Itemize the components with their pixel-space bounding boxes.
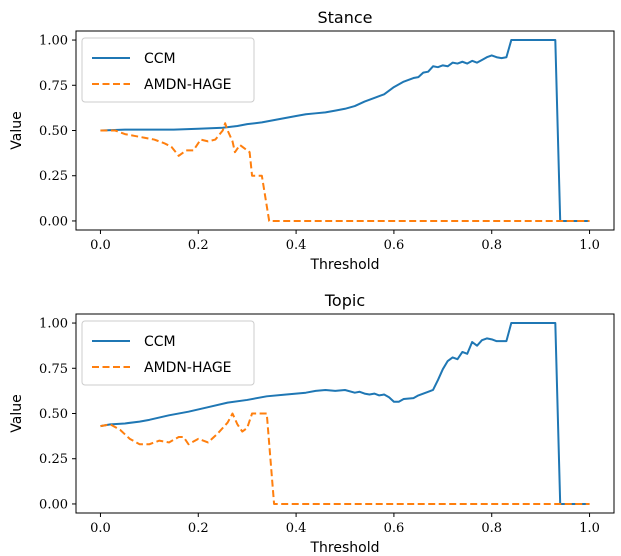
x-tick-label: 0.2 [188, 238, 209, 253]
y-tick-label: 0.25 [39, 452, 68, 467]
legend-label: AMDN-HAGE [144, 360, 232, 376]
chart-stance-panel: Stance 0.0 0.2 0.4 0.6 0.8 1.0 0.00 0.25 0.50 0.75… [9, 8, 615, 273]
x-tick-label: 0.4 [286, 238, 307, 253]
x-tick-label: 0.0 [90, 238, 111, 253]
legend-label: CCM [144, 51, 176, 67]
legend: CCM AMDN-HAGE [81, 37, 255, 103]
y-tick-label: 0.25 [39, 169, 68, 184]
y-tick-label: 0.75 [39, 79, 68, 94]
x-tick-label: 1.0 [579, 238, 600, 253]
legend-label: CCM [144, 334, 176, 350]
y-axis-label: Value [9, 394, 25, 432]
y-tick-label: 1.00 [39, 317, 68, 332]
x-tick-label: 0.2 [188, 521, 209, 536]
legend-box [81, 37, 255, 103]
legend-box [81, 320, 255, 386]
y-tick-label: 0.00 [39, 497, 68, 512]
y-tick-label: 0.50 [39, 407, 68, 422]
x-tick-label: 0.8 [481, 238, 502, 253]
chart-title: Topic [324, 291, 365, 310]
x-tick-label: 0.6 [384, 238, 405, 253]
legend-label: AMDN-HAGE [144, 77, 232, 93]
y-tick-label: 0.50 [39, 124, 68, 139]
x-axis-label: Threshold [310, 540, 380, 556]
chart-title: Stance [317, 8, 372, 27]
x-tick-label: 0.4 [286, 521, 307, 536]
x-tick-label: 0.0 [90, 521, 111, 536]
x-tick-label: 1.0 [579, 521, 600, 536]
x-tick-label: 0.8 [481, 521, 502, 536]
x-tick-label: 0.6 [384, 521, 405, 536]
chart-topic-panel: Topic 0.0 0.2 0.4 0.6 0.8 1.0 0.00 0.25 0.50 0.75 1… [9, 291, 615, 556]
series-line-ccm [100, 322, 590, 505]
series-line-amdn-hage [100, 122, 590, 222]
y-tick-label: 0.00 [39, 214, 68, 229]
legend: CCM AMDN-HAGE [81, 320, 255, 386]
y-tick-label: 0.75 [39, 362, 68, 377]
series-line-ccm [100, 39, 590, 222]
series-line-amdn-hage [100, 412, 590, 505]
y-axis-label: Value [9, 111, 25, 149]
x-axis-label: Threshold [310, 257, 380, 273]
y-tick-label: 1.00 [39, 34, 68, 49]
